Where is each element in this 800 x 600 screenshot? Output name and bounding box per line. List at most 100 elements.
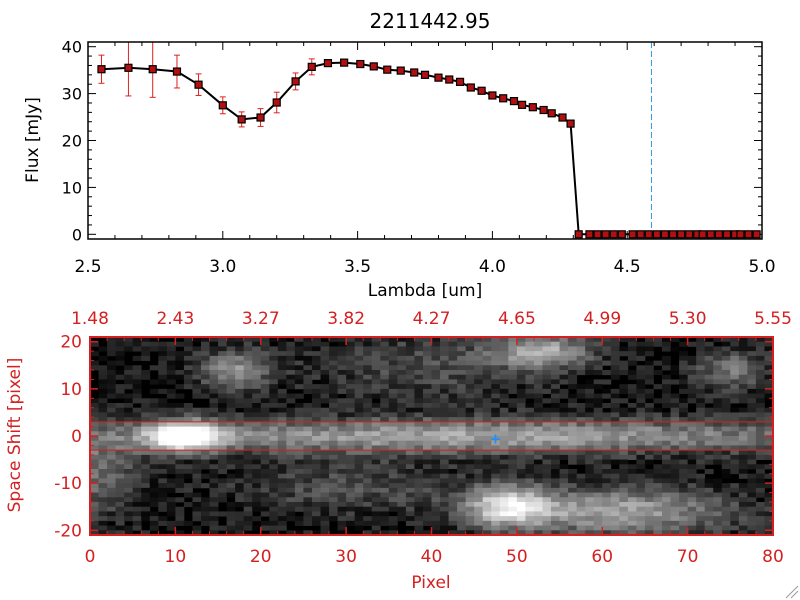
- image-cell: [277, 487, 287, 493]
- image-cell: [730, 388, 740, 394]
- image-cell: [653, 370, 663, 376]
- image-cell: [525, 370, 535, 376]
- image-cell: [747, 492, 757, 498]
- image-cell: [337, 530, 347, 536]
- x-tick-labels: 2.5 3.0 3.5 4.0 4.5 5.0: [74, 257, 775, 277]
- image-cell: [747, 473, 757, 479]
- image-cell: [551, 492, 560, 498]
- image-cell: [115, 355, 125, 361]
- image-cell: [627, 464, 637, 470]
- image-cell: [533, 370, 543, 376]
- image-cell: [218, 393, 227, 399]
- image-cell: [551, 478, 560, 484]
- image-cell: [593, 440, 603, 446]
- image-cell: [679, 520, 689, 526]
- image-cell: [755, 469, 765, 475]
- image-cell: [662, 440, 671, 446]
- image-cell: [277, 426, 287, 432]
- image-cell: [491, 355, 501, 361]
- image-cell: [525, 473, 535, 479]
- image-cell: [303, 426, 313, 432]
- image-cell: [124, 431, 134, 437]
- image-cell: [738, 384, 748, 390]
- image-cell: [363, 346, 373, 352]
- image-cell: [175, 516, 185, 522]
- data-point: [434, 73, 443, 82]
- image-cell: [98, 403, 108, 409]
- data-point: [148, 65, 157, 74]
- image-cell: [149, 403, 159, 409]
- image-cell: [371, 436, 381, 442]
- image-cell: [653, 473, 663, 479]
- image-cell: [602, 506, 612, 512]
- image-cell: [98, 374, 108, 380]
- image-cell: [448, 454, 458, 460]
- image-cell: [158, 407, 168, 413]
- image-cell: [670, 417, 680, 423]
- image-cell: [183, 341, 193, 347]
- image-cell: [457, 407, 467, 413]
- image-cell: [704, 459, 714, 465]
- image-cell: [747, 393, 757, 399]
- image-cell: [585, 483, 595, 489]
- image-cell: [218, 370, 227, 376]
- image-cell: [158, 431, 168, 437]
- image-cell: [380, 412, 390, 418]
- image-cell: [235, 436, 245, 442]
- image-cell: [269, 502, 279, 508]
- data-point: [477, 86, 486, 95]
- image-cell: [542, 464, 552, 470]
- image-cell: [337, 374, 347, 380]
- image-cell: [576, 360, 586, 366]
- image-cell: [422, 374, 432, 380]
- image-cell: [218, 412, 227, 418]
- image-cell: [704, 341, 714, 347]
- image-cell: [388, 436, 398, 442]
- image-cell: [149, 421, 159, 427]
- image-cell: [431, 374, 441, 380]
- image-cell: [696, 511, 706, 517]
- image-cell: [542, 436, 552, 442]
- image-cell: [252, 351, 262, 357]
- y-tick-label: 20: [62, 132, 82, 151]
- y-tick-label: 20: [60, 333, 82, 353]
- image-cell: [551, 351, 560, 357]
- image-cell: [585, 450, 595, 456]
- image-cell: [320, 450, 330, 456]
- image-cell: [346, 502, 356, 508]
- image-cell: [363, 398, 373, 404]
- resize-grip-icon[interactable]: [785, 585, 799, 599]
- image-cell: [337, 516, 347, 522]
- image-cell: [653, 492, 663, 498]
- image-cell: [363, 506, 373, 512]
- image-cell: [235, 469, 245, 475]
- image-cell: [696, 351, 706, 357]
- image-cell: [602, 346, 612, 352]
- image-cell: [431, 370, 441, 376]
- image-cell: [303, 370, 313, 376]
- image-cell: [337, 483, 347, 489]
- image-cell: [115, 412, 125, 418]
- image-cell: [738, 355, 748, 361]
- image-cell: [525, 403, 535, 409]
- image-cell: [516, 417, 526, 423]
- image-cell: [158, 459, 168, 465]
- image-cell: [448, 421, 458, 427]
- image-cell: [559, 412, 569, 418]
- image-cell: [200, 473, 210, 479]
- image-cell: [337, 445, 347, 451]
- image-cell: [414, 454, 424, 460]
- image-cell: [294, 370, 304, 376]
- image-cell: [269, 473, 279, 479]
- image-cell: [653, 440, 663, 446]
- image-cell: [243, 412, 253, 418]
- image-cell: [644, 459, 654, 465]
- image-cell: [320, 412, 330, 418]
- image-cell: [542, 473, 552, 479]
- image-cell: [209, 525, 219, 531]
- image-cell: [405, 360, 415, 366]
- image-cell: [354, 360, 364, 366]
- image-cell: [713, 450, 723, 456]
- image-cell: [474, 431, 484, 437]
- image-cell: [585, 459, 595, 465]
